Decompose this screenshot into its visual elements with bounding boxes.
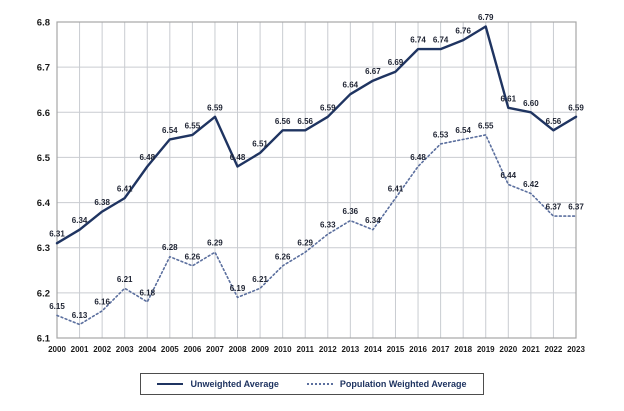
x-tick-label: 2004 [138, 345, 156, 354]
x-tick-label: 2017 [432, 345, 450, 354]
plot-border [56, 21, 577, 339]
point-label: 6.56 [275, 117, 291, 126]
point-label: 6.34 [365, 216, 381, 225]
x-tick-label: 2018 [454, 345, 472, 354]
x-tick-label: 2020 [499, 345, 517, 354]
point-label: 6.26 [275, 252, 291, 261]
point-label: 6.64 [343, 81, 359, 90]
legend-box: Unweighted Average Population Weighted A… [140, 373, 484, 395]
x-tick-label: 2001 [71, 345, 89, 354]
y-tick-label: 6.2 [37, 288, 50, 299]
x-tick-label: 2013 [341, 345, 359, 354]
point-label: 6.51 [252, 139, 268, 148]
point-label: 6.48 [230, 153, 246, 162]
y-tick-label: 6.8 [37, 18, 50, 29]
point-label: 6.59 [207, 103, 223, 112]
point-label: 6.74 [433, 36, 449, 45]
point-label: 6.21 [117, 275, 133, 284]
legend: Unweighted Average Population Weighted A… [0, 373, 624, 395]
point-label: 6.60 [523, 99, 539, 108]
x-tick-label: 2000 [48, 345, 66, 354]
x-tick-label: 2002 [93, 345, 111, 354]
x-tick-label: 2021 [522, 345, 540, 354]
point-label: 6.69 [388, 58, 404, 67]
chart-svg: 6.1 6.2 6.3 6.4 6.5 6.6 6.7 6.8 2000 2001 2002 2003… [37, 13, 586, 354]
series-line-unweighted-average [55, 25, 578, 245]
point-label: 6.53 [433, 130, 449, 139]
y-tick-label: 6.6 [37, 108, 50, 119]
point-label: 6.34 [72, 216, 88, 225]
y-tick-label: 6.5 [37, 153, 51, 164]
solid-line-swatch [157, 383, 184, 385]
point-label: 6.59 [568, 103, 584, 112]
y-tick-label: 6.3 [37, 243, 50, 254]
point-label: 6.48 [139, 153, 155, 162]
point-label: 6.26 [185, 252, 201, 261]
point-label: 6.55 [185, 121, 201, 130]
point-label: 6.55 [478, 121, 494, 130]
point-label: 6.54 [162, 126, 178, 135]
y-tick-label: 6.4 [37, 198, 51, 209]
point-label: 6.18 [139, 288, 155, 297]
legend-label-unweighted-average: Unweighted Average [190, 379, 279, 389]
x-tick-label: 2022 [545, 345, 563, 354]
x-tick-label: 2011 [297, 345, 315, 354]
point-label: 6.21 [252, 275, 268, 284]
legend-item-population-weighted-average: Population Weighted Average [306, 379, 467, 389]
point-label: 6.41 [117, 185, 133, 194]
point-label: 6.61 [501, 94, 517, 103]
point-label: 6.36 [343, 207, 359, 216]
point-label: 6.19 [230, 284, 246, 293]
legend-item-unweighted-average: Unweighted Average [157, 379, 279, 389]
point-label: 6.29 [207, 239, 223, 248]
point-label: 6.76 [455, 27, 471, 36]
point-label: 6.16 [94, 297, 110, 306]
point-label: 6.37 [546, 203, 562, 212]
x-tick-label: 2016 [409, 345, 427, 354]
point-label: 6.56 [546, 117, 562, 126]
point-label: 6.13 [72, 311, 88, 320]
x-tick-label: 2023 [567, 345, 585, 354]
point-label: 6.28 [162, 243, 178, 252]
point-label: 6.33 [320, 221, 336, 230]
point-label: 6.59 [320, 103, 336, 112]
point-label: 6.37 [568, 203, 584, 212]
x-tick-label: 2005 [161, 345, 179, 354]
point-label: 6.42 [523, 180, 539, 189]
point-label: 6.79 [478, 13, 494, 22]
point-label: 6.48 [410, 153, 426, 162]
x-tick-label: 2007 [206, 345, 224, 354]
x-tick-label: 2009 [251, 345, 269, 354]
x-tick-label: 2019 [477, 345, 495, 354]
point-label: 6.67 [365, 67, 381, 76]
point-label: 6.56 [297, 117, 313, 126]
x-tick-label: 2006 [183, 345, 201, 354]
dotted-line-swatch [306, 383, 333, 385]
x-tick-label: 2008 [229, 345, 247, 354]
x-tick-label: 2010 [274, 345, 292, 354]
x-tick-label: 2015 [387, 345, 405, 354]
point-label: 6.44 [501, 171, 517, 180]
y-tick-label: 6.1 [37, 334, 51, 345]
point-label: 6.29 [297, 239, 313, 248]
x-tick-label: 2012 [319, 345, 337, 354]
x-tick-label: 2003 [116, 345, 134, 354]
x-tick-label: 2014 [364, 345, 382, 354]
plot-area [57, 22, 576, 338]
point-label: 6.41 [388, 185, 404, 194]
point-label: 6.15 [49, 302, 65, 311]
legend-label-population-weighted-average: Population Weighted Average [339, 379, 467, 389]
point-label: 6.31 [49, 230, 65, 239]
series-line-population-weighted-average [56, 134, 577, 326]
y-tick-label: 6.7 [37, 63, 50, 74]
point-label: 6.54 [455, 126, 471, 135]
point-label: 6.74 [410, 36, 426, 45]
point-label: 6.38 [94, 198, 110, 207]
